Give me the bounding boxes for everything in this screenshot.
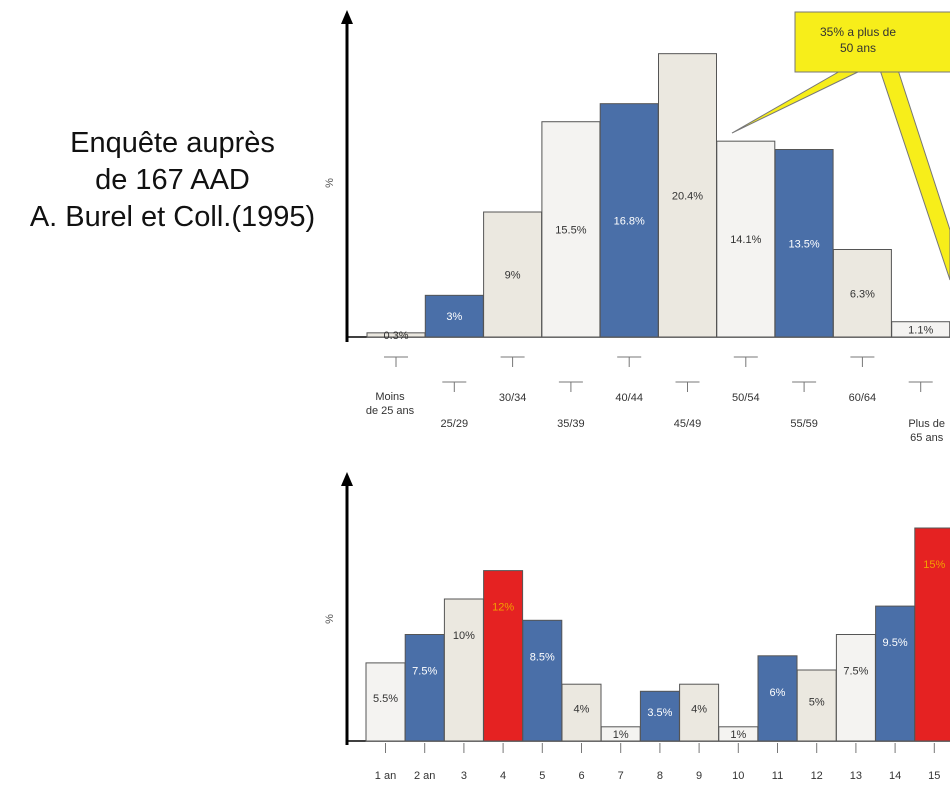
- age-category-label: 25/29: [441, 418, 469, 430]
- years-category-label: 14: [889, 770, 901, 782]
- age-bar: [599, 103, 659, 338]
- age-category-label: 60/64: [849, 392, 877, 404]
- annotation-callout: 35% a plus de 50 ans: [731, 11, 950, 281]
- age-bar: [541, 121, 601, 338]
- side-title-line-3: A. Burel et Coll.(1995): [29, 201, 316, 233]
- callout-line-2: 50 ans: [840, 41, 876, 55]
- age-value-label: 0.3%: [383, 330, 408, 342]
- age-value-label: 1.1%: [908, 324, 933, 336]
- age-bar: [658, 53, 717, 338]
- years-value-label: 9.5%: [883, 637, 908, 649]
- years-value-label: 5.5%: [373, 693, 398, 705]
- years-bar: [443, 598, 484, 742]
- years-value-label: 6%: [770, 687, 786, 699]
- years-bar: [483, 570, 524, 742]
- age-value-label: 15.5%: [555, 224, 586, 236]
- age-value-label: 6.3%: [850, 288, 875, 300]
- age-y-axis-arrow: [341, 10, 353, 24]
- years-distribution-chart: % 5.5% 1 an 7.5% 2 an 10% 3 12% 4 8.5% 5 4% 6 1% 7 3.5%…: [324, 472, 950, 782]
- age-bar: [774, 149, 834, 338]
- age-category-label: 50/54: [732, 392, 760, 404]
- years-bar: [796, 669, 837, 742]
- years-bar: [561, 683, 602, 742]
- years-category-label: 3: [461, 770, 467, 782]
- years-bar: [365, 662, 406, 742]
- age-category-label: 30/34: [499, 392, 527, 404]
- years-category-label: 4: [500, 770, 506, 782]
- callout-pointer-left: [731, 69, 863, 134]
- years-value-label: 15%: [923, 559, 945, 571]
- years-category-label: 13: [850, 770, 862, 782]
- years-value-label: 4%: [691, 704, 707, 716]
- age-value-label: 14.1%: [730, 234, 761, 246]
- side-title-line-1: Enquête auprès: [70, 127, 275, 159]
- years-value-label: 4%: [574, 704, 590, 716]
- callout-line-1: 35% a plus de: [820, 25, 896, 39]
- years-value-label: 7.5%: [412, 666, 437, 678]
- years-value-label: 12%: [492, 602, 514, 614]
- years-bar: [875, 605, 916, 742]
- age-bar: [716, 140, 776, 338]
- years-category-label: 8: [657, 770, 663, 782]
- age-bar: [832, 249, 892, 338]
- years-value-label: 10%: [453, 630, 475, 642]
- years-category-label: 9: [696, 770, 702, 782]
- years-value-label: 5%: [809, 697, 825, 709]
- age-y-label: %: [324, 178, 336, 188]
- years-category-label: 2 an: [414, 770, 435, 782]
- years-bar: [757, 655, 798, 742]
- years-bar: [679, 683, 720, 742]
- years-category-label: 5: [539, 770, 545, 782]
- years-value-label: 1%: [613, 729, 629, 741]
- years-bar: [522, 619, 563, 742]
- age-value-label: 13.5%: [788, 238, 819, 250]
- years-category-label: 10: [732, 770, 744, 782]
- years-value-label: 1%: [730, 729, 746, 741]
- years-category-label: 12: [811, 770, 823, 782]
- years-value-label: 3.5%: [647, 707, 672, 719]
- age-value-label: 16.8%: [614, 215, 645, 227]
- age-value-label: 9%: [505, 270, 521, 282]
- years-value-label: 7.5%: [843, 666, 868, 678]
- years-category-label: 11: [772, 770, 783, 782]
- years-bar: [404, 634, 445, 742]
- age-category-label: Moins de 25 ans: [366, 391, 415, 417]
- age-value-label: 20.4%: [672, 190, 703, 202]
- years-category-label: 7: [618, 770, 624, 782]
- years-value-label: 8.5%: [530, 651, 555, 663]
- years-y-label: %: [324, 614, 336, 624]
- side-title: Enquête auprès de 167 AAD A. Burel et Co…: [0, 125, 345, 236]
- callout-pointer-right: [858, 69, 950, 281]
- years-bar: [835, 634, 876, 742]
- age-category-label: 35/39: [557, 418, 585, 430]
- years-category-label: 1 an: [375, 770, 396, 782]
- side-title-line-2: de 167 AAD: [95, 164, 250, 196]
- years-bar: [639, 690, 680, 742]
- age-category-label: 45/49: [674, 418, 702, 430]
- years-category-label: 6: [578, 770, 584, 782]
- years-category-label: 15: [928, 770, 940, 782]
- years-y-axis-arrow: [341, 472, 353, 486]
- age-category-label: 55/59: [790, 418, 818, 430]
- age-category-label: 40/44: [615, 392, 643, 404]
- age-value-label: 3%: [446, 311, 462, 323]
- age-distribution-chart: % 0.3% Moins de 25 ans 3% 25/29 9% 30/34 15.5% 35…: [324, 10, 950, 444]
- callout-box: [794, 11, 950, 73]
- age-category-label: Plus de 65 ans: [908, 418, 945, 444]
- years-bar: [914, 527, 950, 742]
